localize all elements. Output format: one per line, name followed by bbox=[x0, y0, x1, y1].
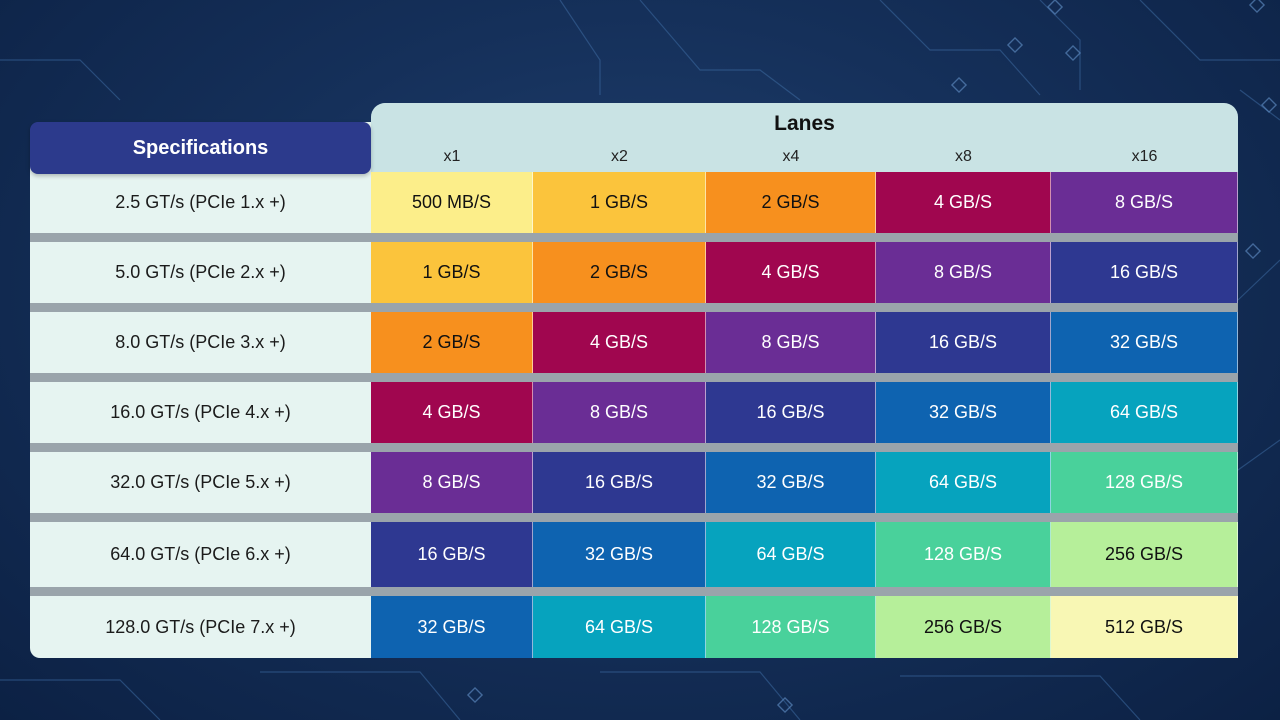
bandwidth-cell: 64 GB/S bbox=[533, 596, 706, 658]
spec-row-label: 8.0 GT/s (PCIe 3.x +) bbox=[115, 332, 286, 352]
bandwidth-cell: 4 GB/S bbox=[533, 312, 706, 373]
spec-row-separator bbox=[30, 373, 371, 382]
bandwidth-cell: 2 GB/S bbox=[371, 312, 533, 373]
row-separator bbox=[371, 303, 1238, 312]
bandwidth-cell: 64 GB/S bbox=[706, 522, 876, 587]
bandwidth-cell: 256 GB/S bbox=[1051, 522, 1238, 587]
spec-row-label: 32.0 GT/s (PCIe 5.x +) bbox=[110, 472, 291, 492]
bandwidth-cell: 16 GB/S bbox=[371, 522, 533, 587]
specifications-header: Specifications bbox=[30, 122, 371, 174]
spec-row-label: 16.0 GT/s (PCIe 4.x +) bbox=[110, 402, 291, 422]
specifications-panel bbox=[30, 122, 371, 658]
spec-row-label: 128.0 GT/s (PCIe 7.x +) bbox=[105, 616, 296, 637]
spec-row-separator bbox=[30, 303, 371, 312]
bandwidth-cell: 4 GB/S bbox=[371, 382, 533, 443]
lanes-title: Lanes bbox=[774, 112, 835, 135]
row-separator bbox=[371, 513, 1238, 522]
bandwidth-cell: 8 GB/S bbox=[1051, 172, 1238, 233]
bandwidth-cell: 128 GB/S bbox=[876, 522, 1051, 587]
row-separator bbox=[371, 587, 1238, 596]
row-separator bbox=[371, 443, 1238, 452]
bandwidth-cell: 2 GB/S bbox=[706, 172, 876, 233]
spec-row-separator bbox=[30, 587, 371, 596]
bandwidth-cell: 16 GB/S bbox=[1051, 242, 1238, 303]
bandwidth-cell: 1 GB/S bbox=[371, 242, 533, 303]
bandwidth-cell: 500 MB/S bbox=[371, 172, 533, 233]
spec-row-label: 2.5 GT/s (PCIe 1.x +) bbox=[115, 192, 286, 212]
bandwidth-cell: 16 GB/S bbox=[706, 382, 876, 443]
bandwidth-cell: 32 GB/S bbox=[1051, 312, 1238, 373]
bandwidth-cell: 64 GB/S bbox=[876, 452, 1051, 513]
bandwidth-cell: 512 GB/S bbox=[1051, 596, 1238, 658]
lane-label-x16: x16 bbox=[1131, 148, 1158, 165]
bandwidth-cell: 4 GB/S bbox=[876, 172, 1051, 233]
bandwidth-cell: 8 GB/S bbox=[371, 452, 533, 513]
bandwidth-cell: 64 GB/S bbox=[1051, 382, 1238, 443]
spec-row-separator bbox=[30, 233, 371, 242]
bandwidth-cell: 32 GB/S bbox=[533, 522, 706, 587]
bandwidth-cell: 32 GB/S bbox=[371, 596, 533, 658]
bandwidth-cell: 128 GB/S bbox=[1051, 452, 1238, 513]
bandwidth-cell: 32 GB/S bbox=[706, 452, 876, 513]
bandwidth-cell: 4 GB/S bbox=[706, 242, 876, 303]
bandwidth-cell: 32 GB/S bbox=[876, 382, 1051, 443]
lane-label-x1: x1 bbox=[443, 148, 461, 165]
lane-label-x2: x2 bbox=[611, 148, 628, 165]
row-separator bbox=[371, 373, 1238, 382]
bandwidth-cell: 8 GB/S bbox=[876, 242, 1051, 303]
lane-label-x4: x4 bbox=[782, 148, 800, 165]
spec-row-separator bbox=[30, 443, 371, 452]
spec-row-label: 5.0 GT/s (PCIe 2.x +) bbox=[115, 262, 286, 282]
bandwidth-cell: 256 GB/S bbox=[876, 596, 1051, 658]
bandwidth-cell: 1 GB/S bbox=[533, 172, 706, 233]
spec-row-separator bbox=[30, 513, 371, 522]
spec-row-label: 64.0 GT/s (PCIe 6.x +) bbox=[110, 544, 291, 564]
bandwidth-cell: 2 GB/S bbox=[533, 242, 706, 303]
bandwidth-cell: 8 GB/S bbox=[706, 312, 876, 373]
bandwidth-cell: 128 GB/S bbox=[706, 596, 876, 658]
bandwidth-cell: 8 GB/S bbox=[533, 382, 706, 443]
bandwidth-cell: 16 GB/S bbox=[533, 452, 706, 513]
lane-label-x8: x8 bbox=[955, 148, 972, 165]
bandwidth-cell: 16 GB/S bbox=[876, 312, 1051, 373]
row-separator bbox=[371, 233, 1238, 242]
